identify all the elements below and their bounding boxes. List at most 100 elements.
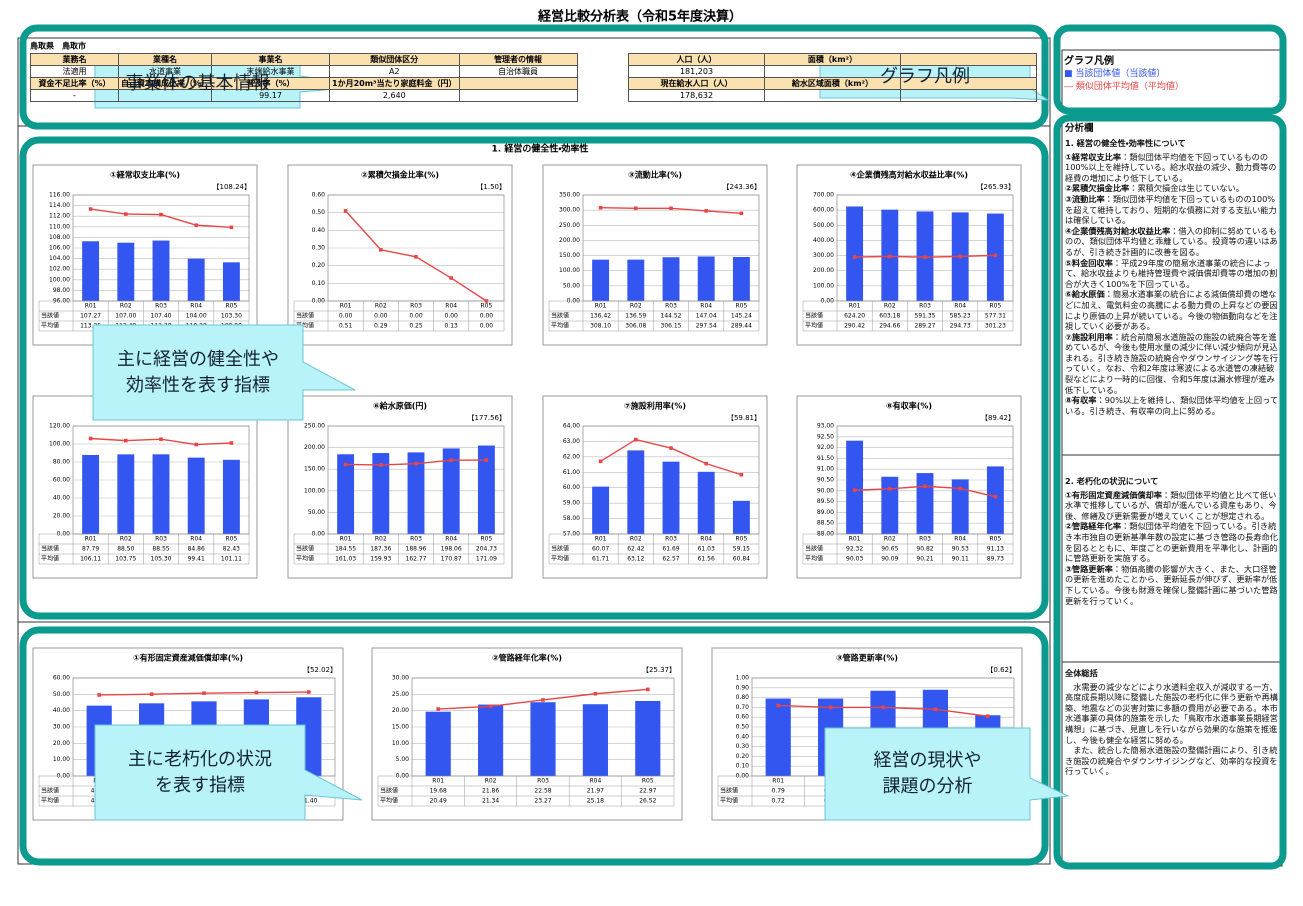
x-tick-label: R05 xyxy=(225,536,237,543)
analysis-text: ：類似団体平均値を下回っているものの100%以上を維持している。給水収益の減少、… xyxy=(1065,151,1277,183)
bar xyxy=(697,256,715,301)
analysis-text: ：累積欠損金は生じていない。 xyxy=(1129,183,1244,194)
data-label: 145.24 xyxy=(731,313,752,320)
y-tick-label: 0.20 xyxy=(312,262,326,269)
legend-label: 当該団体値（当該値） xyxy=(1075,69,1166,79)
line-marker xyxy=(881,705,885,710)
callout-text: 経営の現状や 課題の分析 xyxy=(825,728,1030,820)
chart-title: ②累積欠損金比率(%) xyxy=(361,170,439,180)
y-tick-label: 5.00 xyxy=(396,756,410,763)
line-marker xyxy=(923,255,927,259)
y-tick-label: 200.00 xyxy=(559,237,580,244)
info-row: 現在給水人口（人） 給水区域面積（km²） xyxy=(628,77,1037,90)
line-marker xyxy=(449,458,453,462)
info-value xyxy=(900,89,1037,102)
callout-text: グラフ凡例 xyxy=(820,55,1030,98)
x-tick-label: R05 xyxy=(989,303,1001,310)
data-label: 0.00 xyxy=(445,313,459,320)
series-name: 当該値 xyxy=(551,545,569,553)
info-header xyxy=(900,77,1037,90)
y-tick-label: 500.00 xyxy=(813,222,834,229)
series-name: 平均値 xyxy=(380,797,398,805)
line-marker xyxy=(888,254,892,259)
line-marker xyxy=(669,206,673,211)
callout-line: 主に経営の健全性や xyxy=(117,348,279,370)
y-tick-label: 93.00 xyxy=(817,423,834,430)
data-label: 0.72 xyxy=(772,798,786,805)
section-title: 1. 経営の健全性・効率性 xyxy=(492,143,589,155)
data-label: 297.54 xyxy=(696,323,717,330)
line-marker xyxy=(958,486,962,491)
series-name: 平均値 xyxy=(805,555,823,563)
analysis-item: ②累積欠損金比率：累積欠損金は生じていない。 xyxy=(1065,183,1279,194)
data-label: 585.23 xyxy=(950,313,971,320)
data-label: 21.97 xyxy=(587,788,604,795)
callout-line: グラフ凡例 xyxy=(880,65,970,87)
y-tick-label: 200.00 xyxy=(813,267,834,274)
chart: ⑤料金回収率(%)0.0020.0040.0060.0080.00100.001… xyxy=(32,395,258,579)
data-label: 591.35 xyxy=(915,313,936,320)
data-label: 106.11 xyxy=(80,556,101,563)
chart-title: ⑦施設利用率(%) xyxy=(624,401,686,411)
line-marker xyxy=(88,207,93,211)
y-tick-label: 0.30 xyxy=(736,743,750,750)
info-row: 178,632 xyxy=(628,89,1037,102)
series-name: 当該値 xyxy=(41,312,59,320)
data-label: 60.07 xyxy=(592,546,609,553)
x-tick-label: R02 xyxy=(630,536,642,543)
analysis-text: ：統合前簡易水道施設の施設の統廃合等を進めているが、今後も使用水量の減少に伴い減… xyxy=(1065,331,1278,395)
callout-line: を表す指標 xyxy=(155,774,245,796)
callout-line: 主に老朽化の状況 xyxy=(128,748,272,770)
x-tick-label: R04 xyxy=(445,303,457,310)
line-marker xyxy=(414,461,418,466)
bar xyxy=(662,257,680,301)
chart-benchmark: 【89.42】 xyxy=(981,414,1015,422)
line-marker xyxy=(202,691,206,695)
y-tick-label: 0.30 xyxy=(312,245,326,252)
line-marker xyxy=(993,494,998,499)
y-tick-label: 60.00 xyxy=(53,675,70,682)
y-tick-label: 250.00 xyxy=(304,423,325,430)
data-label: 104.00 xyxy=(186,313,207,320)
line-marker xyxy=(739,211,744,216)
data-label: 88.50 xyxy=(117,546,134,553)
bar xyxy=(765,698,791,776)
data-label: 171.09 xyxy=(476,556,497,563)
x-tick-label: R04 xyxy=(700,536,712,543)
line-marker xyxy=(993,253,998,258)
chart: ⑧有収率(%)【89.42】88.0088.5089.0089.5090.009… xyxy=(796,395,1022,579)
series-name: 平均値 xyxy=(551,322,569,330)
bar xyxy=(881,476,899,534)
y-tick-label: 0.20 xyxy=(736,753,750,760)
analysis-term: ⑤料金回収率 xyxy=(1065,257,1113,268)
line-marker xyxy=(229,225,234,230)
frame xyxy=(1053,24,1287,115)
data-label: 61.03 xyxy=(698,546,715,553)
y-tick-label: 100.00 xyxy=(49,441,70,448)
analysis-text: ：物価高騰の影響が大きく、また、大口径管の更新を進めたことから、更新延長が伸びず… xyxy=(1065,563,1278,606)
analysis-paragraph: 水需要の減少などにより水道料金収入が減収する一方、高度成長期以降に整備した施設の… xyxy=(1065,681,1278,745)
x-tick-label: R04 xyxy=(700,303,712,310)
chart-title: ②管路経年化率(%) xyxy=(492,653,562,663)
line-marker xyxy=(923,484,927,489)
data-label: 21.86 xyxy=(482,788,499,795)
data-label: 103.75 xyxy=(115,556,136,563)
info-value: 2,640 xyxy=(329,89,460,102)
info-table: 人口（人） 面積（km²） 181,203 現在給水人口（人） 給水区域面積（km²） 1… xyxy=(628,53,1037,102)
x-tick-label: R01 xyxy=(849,536,861,543)
y-tick-label: 89.00 xyxy=(817,509,834,516)
data-label: 0.00 xyxy=(374,313,388,320)
x-tick-label: R01 xyxy=(772,778,784,785)
data-label: 90.03 xyxy=(846,556,863,563)
x-tick-label: R04 xyxy=(954,303,966,310)
bar xyxy=(846,206,864,301)
data-label: 59.15 xyxy=(733,546,750,553)
frame xyxy=(1053,114,1287,870)
y-tick-label: 90.50 xyxy=(817,477,834,484)
y-tick-label: 250.00 xyxy=(559,222,580,229)
line-marker xyxy=(436,707,440,711)
data-label: 22.97 xyxy=(639,788,656,795)
bar xyxy=(117,242,135,301)
page-title: 経営比較分析表（令和5年度決算） xyxy=(537,9,742,25)
analysis-term: ③流動比率 xyxy=(1065,193,1105,204)
